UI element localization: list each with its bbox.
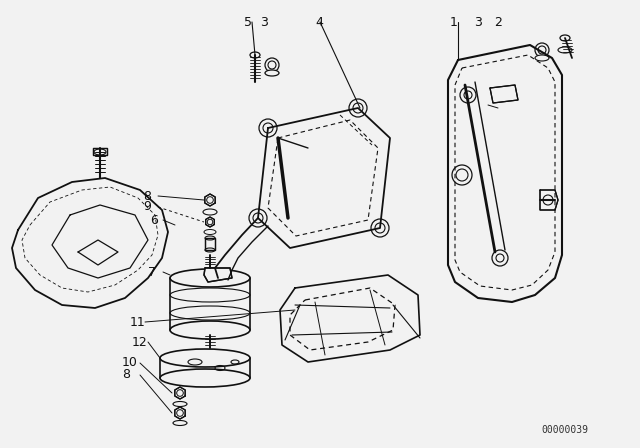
Polygon shape <box>490 85 518 103</box>
Text: 8: 8 <box>122 369 130 382</box>
Text: 5: 5 <box>244 16 252 29</box>
Circle shape <box>249 209 267 227</box>
Polygon shape <box>205 238 215 250</box>
Text: 11: 11 <box>130 315 146 328</box>
Polygon shape <box>204 268 232 282</box>
Ellipse shape <box>560 35 570 41</box>
Text: 6: 6 <box>150 214 158 227</box>
Text: 9: 9 <box>143 201 151 214</box>
Ellipse shape <box>250 52 260 58</box>
Polygon shape <box>175 407 185 419</box>
Ellipse shape <box>170 269 250 287</box>
Circle shape <box>371 219 389 237</box>
Ellipse shape <box>173 421 187 426</box>
Ellipse shape <box>558 47 572 53</box>
Text: 1: 1 <box>450 16 458 29</box>
Circle shape <box>265 58 279 72</box>
Polygon shape <box>205 217 214 227</box>
Ellipse shape <box>265 70 279 76</box>
Circle shape <box>452 165 472 185</box>
Circle shape <box>259 119 277 137</box>
Circle shape <box>492 250 508 266</box>
Polygon shape <box>93 148 107 155</box>
Circle shape <box>349 99 367 117</box>
Text: 12: 12 <box>132 336 148 349</box>
Ellipse shape <box>535 55 549 61</box>
Ellipse shape <box>160 349 250 367</box>
Text: 00000039: 00000039 <box>541 425 589 435</box>
Polygon shape <box>540 190 558 210</box>
Text: 2: 2 <box>494 16 502 29</box>
Circle shape <box>535 43 549 57</box>
Text: 4: 4 <box>315 16 323 29</box>
Text: 3: 3 <box>474 16 482 29</box>
Ellipse shape <box>204 229 216 234</box>
Ellipse shape <box>173 401 187 406</box>
Text: 10: 10 <box>122 357 138 370</box>
Text: 3: 3 <box>260 16 268 29</box>
Ellipse shape <box>203 209 217 215</box>
Circle shape <box>460 87 476 103</box>
Text: 7: 7 <box>148 266 156 279</box>
Text: 8: 8 <box>143 190 151 202</box>
Polygon shape <box>205 194 215 206</box>
Polygon shape <box>175 387 185 399</box>
